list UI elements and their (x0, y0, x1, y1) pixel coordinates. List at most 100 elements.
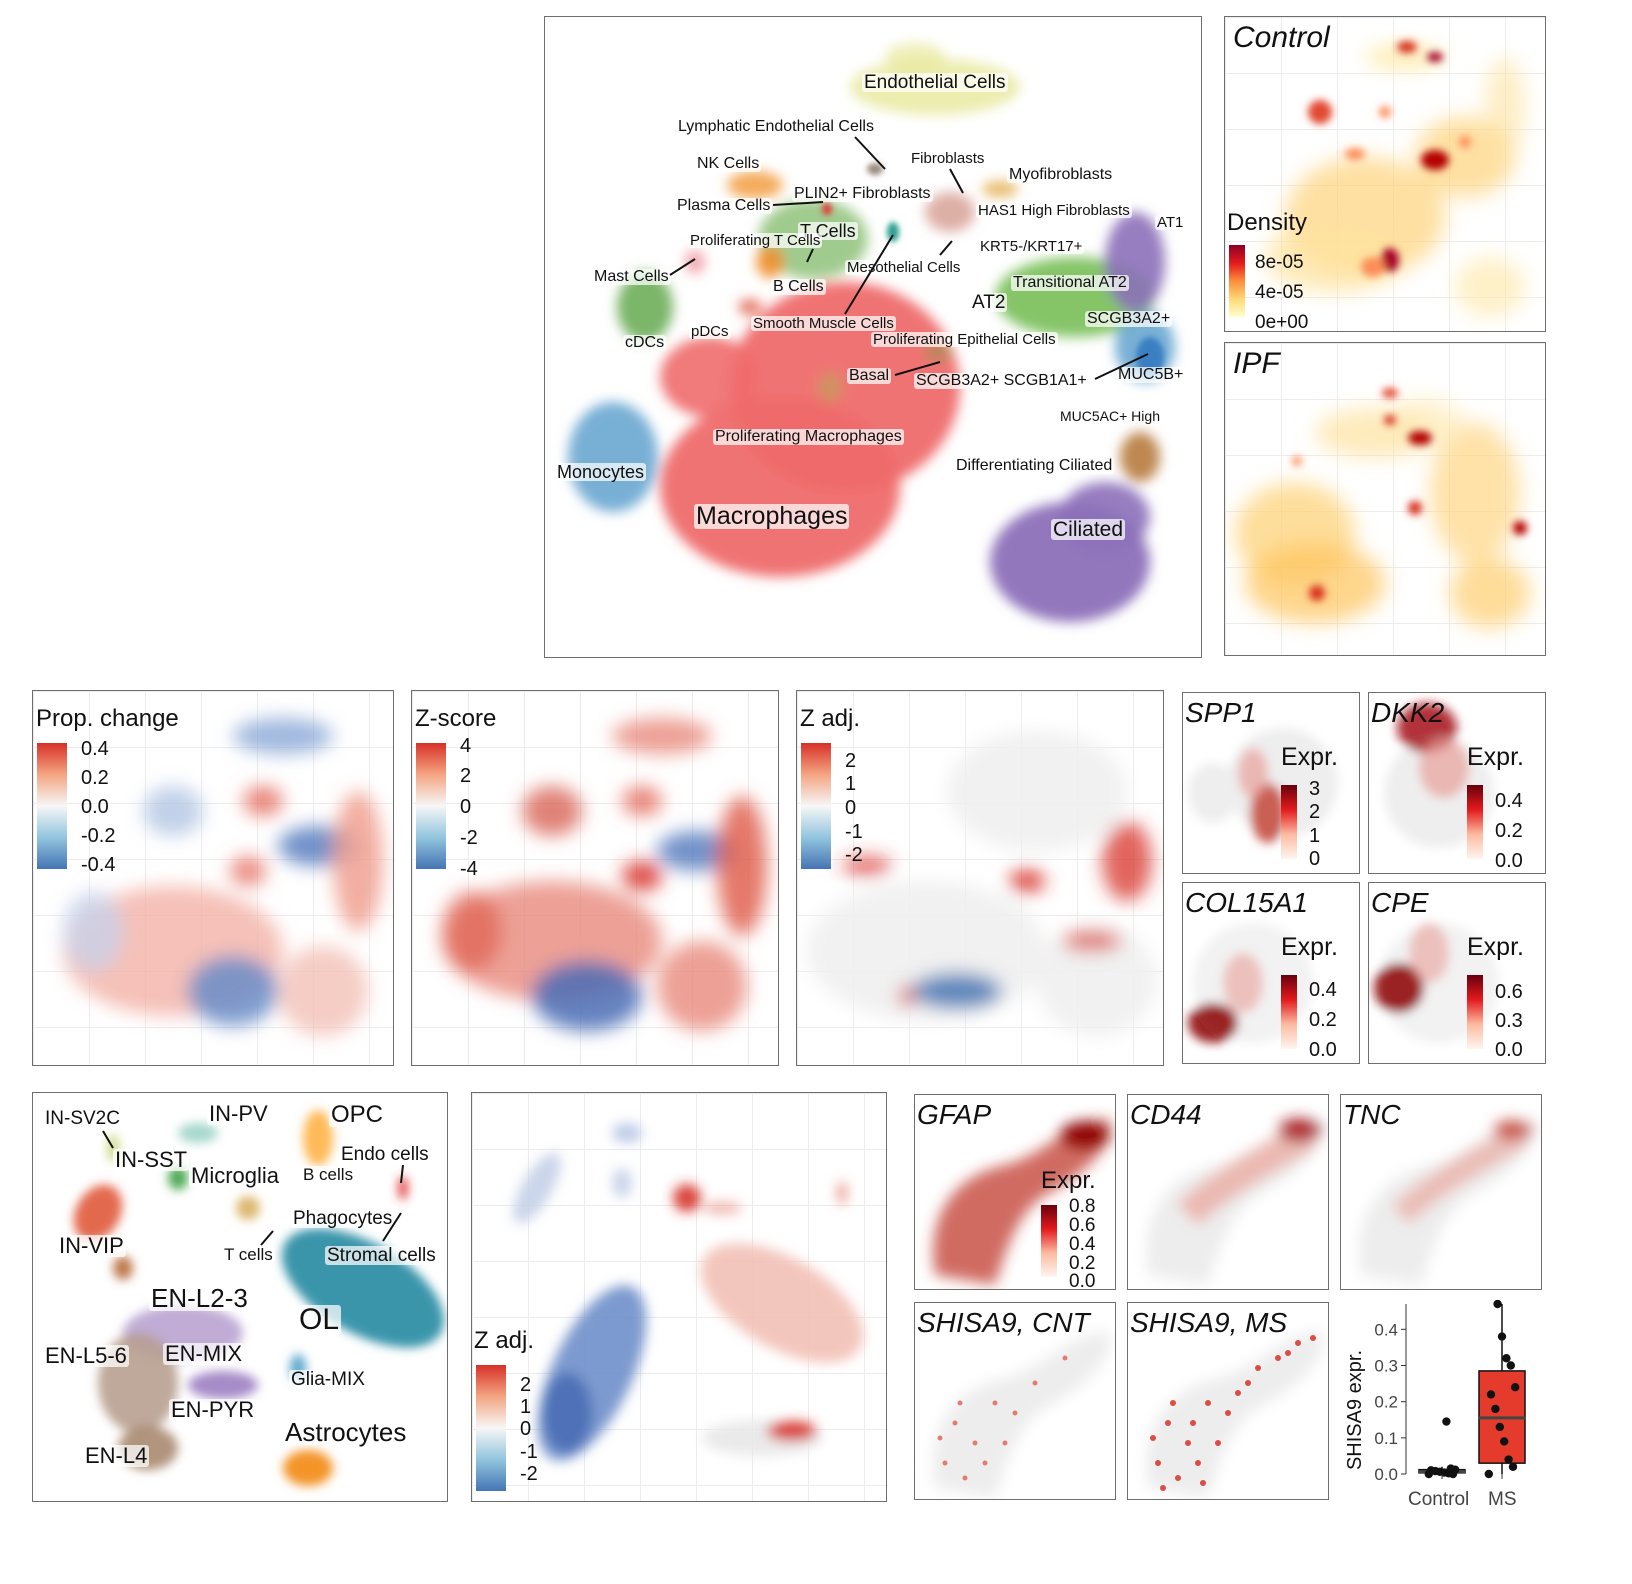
dkk2-title: DKK2 (1371, 697, 1445, 728)
label-phagocytes: Phagocytes (291, 1208, 395, 1229)
boxplot-point (1497, 1332, 1507, 1341)
cpe-tick-1: 0.6 (1495, 981, 1523, 1003)
spp1-tick-4: 0 (1309, 848, 1321, 870)
brain-zadj-tick-5: -2 (520, 1463, 538, 1485)
label-basal: Basal (847, 367, 892, 384)
zadj-tick-2: 1 (845, 773, 857, 795)
label-astrocytes: Astrocytes (283, 1417, 409, 1447)
zadj-tick-4: -1 (845, 821, 863, 843)
zscore-panel: Z-score 4 2 0 -2 -4 (411, 690, 779, 1066)
label-cdcs: cDCs (623, 334, 667, 351)
cd44-panel: CD44 (1127, 1094, 1329, 1290)
zadj-title: Z adj. (800, 705, 861, 732)
boxplot-point (1442, 1417, 1451, 1426)
boxplot-xtick-ms: MS (1488, 1489, 1517, 1510)
label-endo-cells: Endo cells (339, 1144, 431, 1165)
col15a1-tick-2: 0.2 (1309, 1009, 1337, 1031)
tnc-scatter (1359, 1119, 1537, 1285)
control-title: Control (1233, 21, 1330, 54)
brain-zadj-title: Z adj. (474, 1327, 535, 1354)
label-en-l4: EN-L4 (83, 1443, 150, 1468)
cpe-tick-2: 0.3 (1495, 1010, 1523, 1032)
prop-change-panel: Prop. change 0.4 0.2 0.0 -0.2 -0.4 (32, 690, 394, 1066)
brain-zadj-tick-1: 2 (520, 1374, 532, 1396)
cpe-tick-3: 0.0 (1495, 1039, 1523, 1061)
boxplot-point (1506, 1361, 1515, 1370)
label-lymphatic-endothelial: Lymphatic Endothelial Cells (676, 118, 876, 135)
tnc-panel: TNC (1340, 1094, 1542, 1290)
boxplot-ytick-label: 0.3 (1374, 1356, 1398, 1375)
boxplot-point (1426, 1466, 1436, 1475)
label-macrophages: Macrophages (694, 502, 850, 530)
ipf-density-panel: IPF (1224, 342, 1546, 656)
label-opc: OPC (329, 1101, 386, 1128)
col15a1-tick-3: 0.0 (1309, 1039, 1337, 1061)
brain-zadj-panel: Z adj. 2 1 0 -1 -2 (471, 1092, 887, 1502)
prop-colorbar (37, 743, 67, 869)
brain-zadj-tick-4: -1 (520, 1441, 538, 1463)
dkk2-scatter (1384, 703, 1494, 848)
brain-umap-panel: IN-SV2C IN-PV OPC IN-SST Endo cells Micr… (32, 1092, 448, 1502)
label-b-cells-brain: B cells (301, 1165, 356, 1184)
gfap-tick-2: 0.6 (1069, 1215, 1096, 1236)
label-at2: AT2 (970, 292, 1008, 313)
label-in-sv2c: IN-SV2C (43, 1108, 122, 1129)
label-in-sst: IN-SST (113, 1147, 190, 1172)
dkk2-colorbar (1467, 785, 1483, 859)
control-density-map (1265, 41, 1525, 317)
spp1-expr-label: Expr. (1281, 743, 1338, 771)
dkk2-tick-2: 0.2 (1495, 820, 1523, 842)
spp1-panel: SPP1 Expr. 3 2 1 0 (1182, 692, 1360, 874)
gfap-tick-3: 0.4 (1069, 1234, 1096, 1255)
gfap-scatter (933, 1119, 1111, 1285)
density-tick-3: 0e+00 (1255, 312, 1309, 332)
label-myofibroblasts: Myofibroblasts (1007, 166, 1115, 183)
label-differentiating-ciliated: Differentiating Ciliated (954, 457, 1115, 474)
label-ol: OL (297, 1303, 342, 1336)
ipf-density-map (1235, 388, 1530, 628)
prop-tick-4: -0.2 (81, 825, 116, 847)
zadj-panel: Z adj. 2 1 0 -1 -2 (796, 690, 1164, 1066)
label-scgb3a2: SCGB3A2+ (1085, 310, 1173, 327)
spp1-tick-3: 1 (1309, 825, 1321, 847)
label-in-pv: IN-PV (207, 1101, 270, 1126)
label-plasma-cells: Plasma Cells (675, 197, 773, 214)
boxplot-ytick-label: 0.2 (1374, 1393, 1398, 1412)
label-has1-fibroblasts: HAS1 High Fibroblasts (976, 202, 1132, 219)
cd44-title: CD44 (1130, 1099, 1202, 1130)
label-muc5ac-high: MUC5AC+ High (1058, 408, 1162, 424)
label-muc5b: MUC5B+ (1116, 366, 1186, 383)
dkk2-panel: DKK2 Expr. 0.4 0.2 0.0 (1368, 692, 1546, 874)
label-endothelial-cells: Endothelial Cells (862, 72, 1008, 93)
label-mesothelial-cells: Mesothelial Cells (845, 259, 963, 276)
boxplot-point (1504, 1455, 1513, 1464)
density-tick-2: 4e-05 (1255, 282, 1304, 303)
shisa9-cnt-title: SHISA9, CNT (917, 1307, 1090, 1338)
boxplot-point (1502, 1354, 1511, 1363)
boxplot-point (1511, 1382, 1520, 1392)
gfap-tick-5: 0.0 (1069, 1271, 1096, 1290)
label-scgb3a2-scgb1a1: SCGB3A2+ SCGB1A1+ (914, 372, 1089, 389)
label-plin2-fibroblasts: PLIN2+ Fibroblasts (792, 185, 933, 202)
label-krt5-krt17: KRT5-/KRT17+ (978, 238, 1085, 255)
boxplot-point (1484, 1469, 1493, 1479)
prop-tick-2: 0.2 (81, 767, 109, 789)
shisa9-boxplot-svg: 0.0 0.1 0.2 0.3 0.4 (1374, 1299, 1526, 1484)
gfap-tick-1: 0.8 (1069, 1196, 1096, 1217)
label-b-cells: B Cells (771, 278, 826, 295)
cpe-colorbar (1467, 975, 1483, 1049)
zscore-title: Z-score (415, 705, 497, 732)
lung-umap-panel: Endothelial Cells Lymphatic Endothelial … (544, 16, 1202, 658)
control-density-panel: Control Density 8e-05 4e-05 0e+00 (1224, 16, 1546, 332)
label-at1: AT1 (1155, 214, 1186, 231)
brain-zadj-umap (513, 1123, 864, 1461)
label-en-l2-3: EN-L2-3 (149, 1283, 250, 1313)
label-smooth-muscle: Smooth Muscle Cells (751, 315, 896, 332)
label-glia-mix: Glia-MIX (289, 1369, 367, 1390)
boxplot-point (1486, 1390, 1496, 1399)
brain-zadj-tick-2: 1 (520, 1396, 532, 1418)
density-colorbar (1229, 245, 1245, 317)
prop-tick-5: -0.4 (81, 854, 116, 876)
prop-change-umap (63, 718, 383, 1036)
zadj-colorbar (801, 743, 831, 869)
